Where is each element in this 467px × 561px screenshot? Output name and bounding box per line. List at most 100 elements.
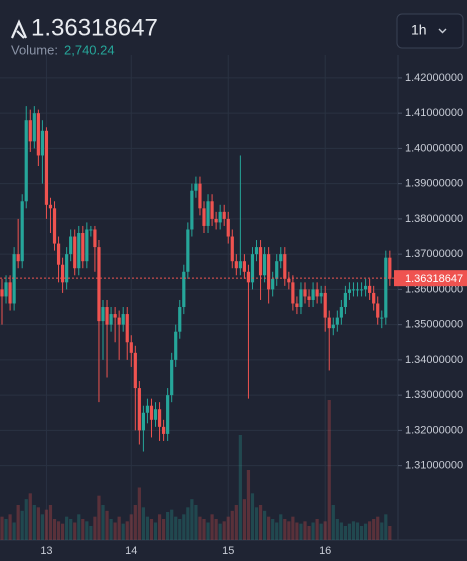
volume-bar [0,516,4,540]
volume-bar [364,523,368,540]
candle-body [93,229,97,248]
volume-bar [137,487,141,540]
y-tick-label: 1.31000000 [405,460,463,472]
volume-bar [214,519,218,540]
candle-body [376,303,380,318]
interval-button[interactable]: 1h [396,13,464,49]
volume-bar [129,514,133,540]
volume-bar [347,523,352,540]
candle-body [8,282,12,304]
volume-bar [279,514,283,540]
candle-body [170,359,174,396]
volume-bar [388,526,392,540]
candle-body [194,183,198,191]
candle-body [186,229,190,272]
candle-body [117,317,121,325]
candle-body [291,282,295,304]
candle-body [311,289,315,300]
volume-bar [283,519,287,540]
candle-body [323,292,327,318]
volume-bar [121,523,125,540]
volume-bar [380,522,384,540]
volume-bar [145,516,150,540]
interval-button-box[interactable] [396,13,464,49]
candle-body [61,264,65,283]
candle-body [190,190,194,230]
volume-bar [56,521,61,540]
candle-body [174,331,178,360]
volume-bar [299,523,303,540]
candle-body [254,247,259,255]
candle-body [20,201,24,262]
volume-bar [319,523,323,540]
volume-bar [206,522,210,540]
candle-body [287,278,291,283]
candle-body [372,292,376,304]
volume-bar [24,499,28,540]
volume-bar [20,510,24,540]
candle-body [206,201,210,226]
candle-body [271,278,275,290]
price-title: 1.36318647 [31,14,158,41]
candle-body [101,307,105,322]
candle-body [141,412,145,431]
volume-value: 2,740.24 [64,42,115,57]
candle-body [307,296,311,300]
candle-body [202,208,206,226]
y-tick-label: 1.41000000 [405,107,463,119]
candle-body [355,289,360,291]
volume-bar [61,523,65,540]
candle-body [303,289,307,297]
candle-body [384,257,388,318]
candle-body [89,229,93,231]
volume-bar [291,516,295,540]
volume-bar [343,526,347,540]
candle-body [149,405,154,420]
volume-bar [178,519,182,540]
candle-body [121,314,125,325]
y-tick-label: 1.37000000 [405,248,463,260]
candle-body [343,292,347,308]
volume-bar [170,509,174,540]
y-tick-label: 1.34000000 [405,354,463,366]
volume-bar [376,516,380,540]
volume-bar [384,514,388,540]
candle-body [4,282,8,297]
candle-body [351,289,356,291]
volume-bar [198,516,202,540]
volume-bar [246,470,251,540]
candle-body [198,183,202,209]
candle-body [157,409,162,427]
volume-bar [250,493,255,540]
dropdown-chevron[interactable] [438,28,447,34]
candle-body [364,285,368,290]
candle-body [97,247,101,322]
volume-bar [226,516,230,540]
candle-body [388,257,392,279]
candle-body [210,201,214,219]
volume-bar [230,510,234,540]
x-tick-label: 13 [40,545,52,557]
volume-bar [162,519,166,540]
candle-body [28,120,32,142]
candle-body [125,314,129,343]
volume-bar [271,519,275,540]
volume-bar [307,526,311,540]
interval-label[interactable]: 1h [411,22,427,38]
volume-bar [28,493,32,540]
volume-bar [202,519,206,540]
volume-bar [234,505,238,540]
volume-bar [4,519,8,540]
candle-body [56,243,61,265]
volume-bar [36,507,40,540]
volume-bar [359,526,364,540]
volume-bar [263,510,267,540]
volume-bar [105,510,109,540]
candle-body [327,317,331,329]
candle-body [267,254,271,290]
volume-bar [166,512,170,540]
y-tick-label: 1.35000000 [405,319,463,331]
candle-body [246,271,251,283]
volume-bar [190,499,194,540]
